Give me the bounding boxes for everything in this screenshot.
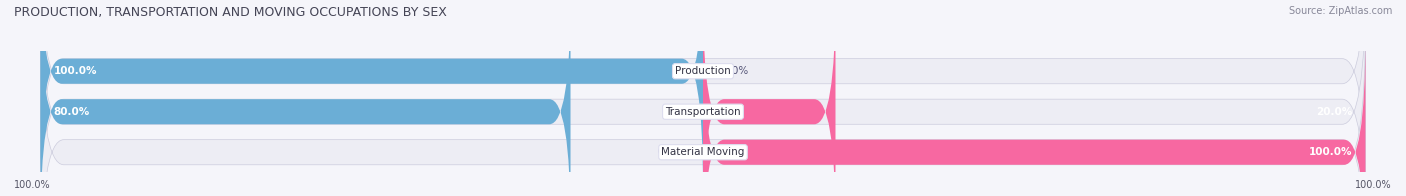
FancyBboxPatch shape <box>41 0 1365 196</box>
FancyBboxPatch shape <box>41 23 1365 196</box>
Text: 100.0%: 100.0% <box>14 180 51 190</box>
FancyBboxPatch shape <box>703 0 835 196</box>
Text: 80.0%: 80.0% <box>53 107 90 117</box>
Text: 20.0%: 20.0% <box>1316 107 1353 117</box>
Text: Material Moving: Material Moving <box>661 147 745 157</box>
Text: Transportation: Transportation <box>665 107 741 117</box>
Text: 100.0%: 100.0% <box>1309 147 1353 157</box>
Text: 100.0%: 100.0% <box>1355 180 1392 190</box>
Text: 0.0%: 0.0% <box>723 66 749 76</box>
FancyBboxPatch shape <box>41 0 571 196</box>
FancyBboxPatch shape <box>41 0 1365 196</box>
Text: Production: Production <box>675 66 731 76</box>
Text: 100.0%: 100.0% <box>53 66 97 76</box>
Text: Source: ZipAtlas.com: Source: ZipAtlas.com <box>1288 6 1392 16</box>
Text: 0.0%: 0.0% <box>657 147 683 157</box>
FancyBboxPatch shape <box>41 0 703 188</box>
FancyBboxPatch shape <box>703 35 1365 196</box>
Text: PRODUCTION, TRANSPORTATION AND MOVING OCCUPATIONS BY SEX: PRODUCTION, TRANSPORTATION AND MOVING OC… <box>14 6 447 19</box>
